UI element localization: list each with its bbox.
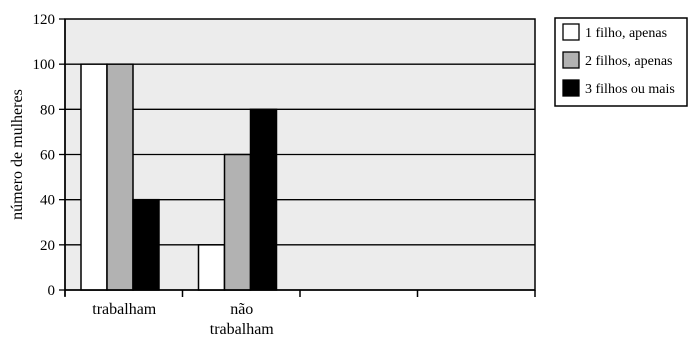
legend-swatch bbox=[562, 23, 580, 41]
bar bbox=[197, 244, 226, 291]
bars bbox=[80, 63, 278, 291]
bar bbox=[106, 63, 134, 291]
legend-label: 3 filhos ou mais bbox=[585, 82, 675, 97]
y-tick-labels: 0 20 40 60 80 100 120 bbox=[33, 12, 56, 299]
x-category-label: trabalham bbox=[210, 321, 275, 337]
legend-swatch bbox=[562, 79, 580, 97]
bar bbox=[132, 198, 160, 291]
legend-label: 2 filhos, apenas bbox=[585, 54, 672, 69]
y-axis-label: número de mulheres bbox=[9, 89, 26, 220]
bar bbox=[223, 153, 252, 291]
y-tick-label: 20 bbox=[40, 238, 55, 254]
y-tick-label: 100 bbox=[33, 57, 56, 73]
y-tick-label: 60 bbox=[40, 148, 55, 164]
y-tick-label: 0 bbox=[48, 283, 56, 299]
y-tick-label: 40 bbox=[40, 193, 55, 209]
bar bbox=[249, 108, 278, 291]
x-category-labels: trabalham não trabalham bbox=[92, 301, 274, 337]
y-tick-label: 120 bbox=[33, 12, 56, 28]
legend: 1 filho, apenas 2 filhos, apenas 3 filhos … bbox=[554, 17, 688, 107]
y-tick-label: 80 bbox=[40, 102, 55, 118]
x-category-label: trabalham bbox=[92, 301, 157, 318]
bar bbox=[80, 63, 108, 291]
x-category-label: não bbox=[230, 301, 253, 318]
legend-label: 1 filho, apenas bbox=[585, 26, 667, 41]
axes bbox=[59, 18, 536, 297]
legend-swatch bbox=[562, 51, 580, 69]
